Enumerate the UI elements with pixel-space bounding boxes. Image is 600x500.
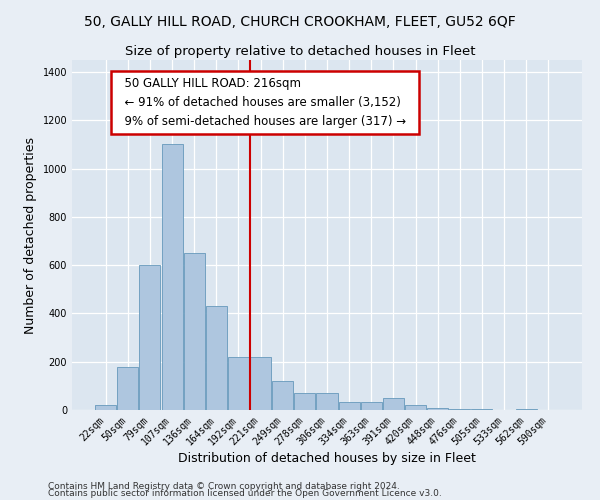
Bar — [118, 366, 139, 410]
Bar — [361, 402, 382, 410]
X-axis label: Distribution of detached houses by size in Fleet: Distribution of detached houses by size … — [178, 452, 476, 466]
Text: Contains HM Land Registry data © Crown copyright and database right 2024.: Contains HM Land Registry data © Crown c… — [48, 482, 400, 491]
Text: 50, GALLY HILL ROAD, CHURCH CROOKHAM, FLEET, GU52 6QF: 50, GALLY HILL ROAD, CHURCH CROOKHAM, FL… — [84, 15, 516, 29]
Bar — [316, 393, 338, 410]
Bar — [272, 381, 293, 410]
Bar — [383, 398, 404, 410]
Bar — [161, 144, 182, 410]
Text: 50 GALLY HILL ROAD: 216sqm  
  ← 91% of detached houses are smaller (3,152)  
  : 50 GALLY HILL ROAD: 216sqm ← 91% of deta… — [117, 77, 413, 128]
Bar — [139, 265, 160, 410]
Bar — [515, 409, 536, 410]
Bar — [184, 253, 205, 410]
Bar — [295, 393, 316, 410]
Bar — [405, 405, 426, 410]
Bar — [338, 402, 359, 410]
Bar — [228, 357, 249, 410]
Bar — [427, 408, 448, 410]
Bar — [250, 357, 271, 410]
Bar — [472, 409, 493, 410]
Y-axis label: Number of detached properties: Number of detached properties — [24, 136, 37, 334]
Bar — [206, 306, 227, 410]
Text: Contains public sector information licensed under the Open Government Licence v3: Contains public sector information licen… — [48, 489, 442, 498]
Text: Size of property relative to detached houses in Fleet: Size of property relative to detached ho… — [125, 45, 475, 58]
Bar — [449, 409, 470, 410]
Bar — [95, 405, 116, 410]
